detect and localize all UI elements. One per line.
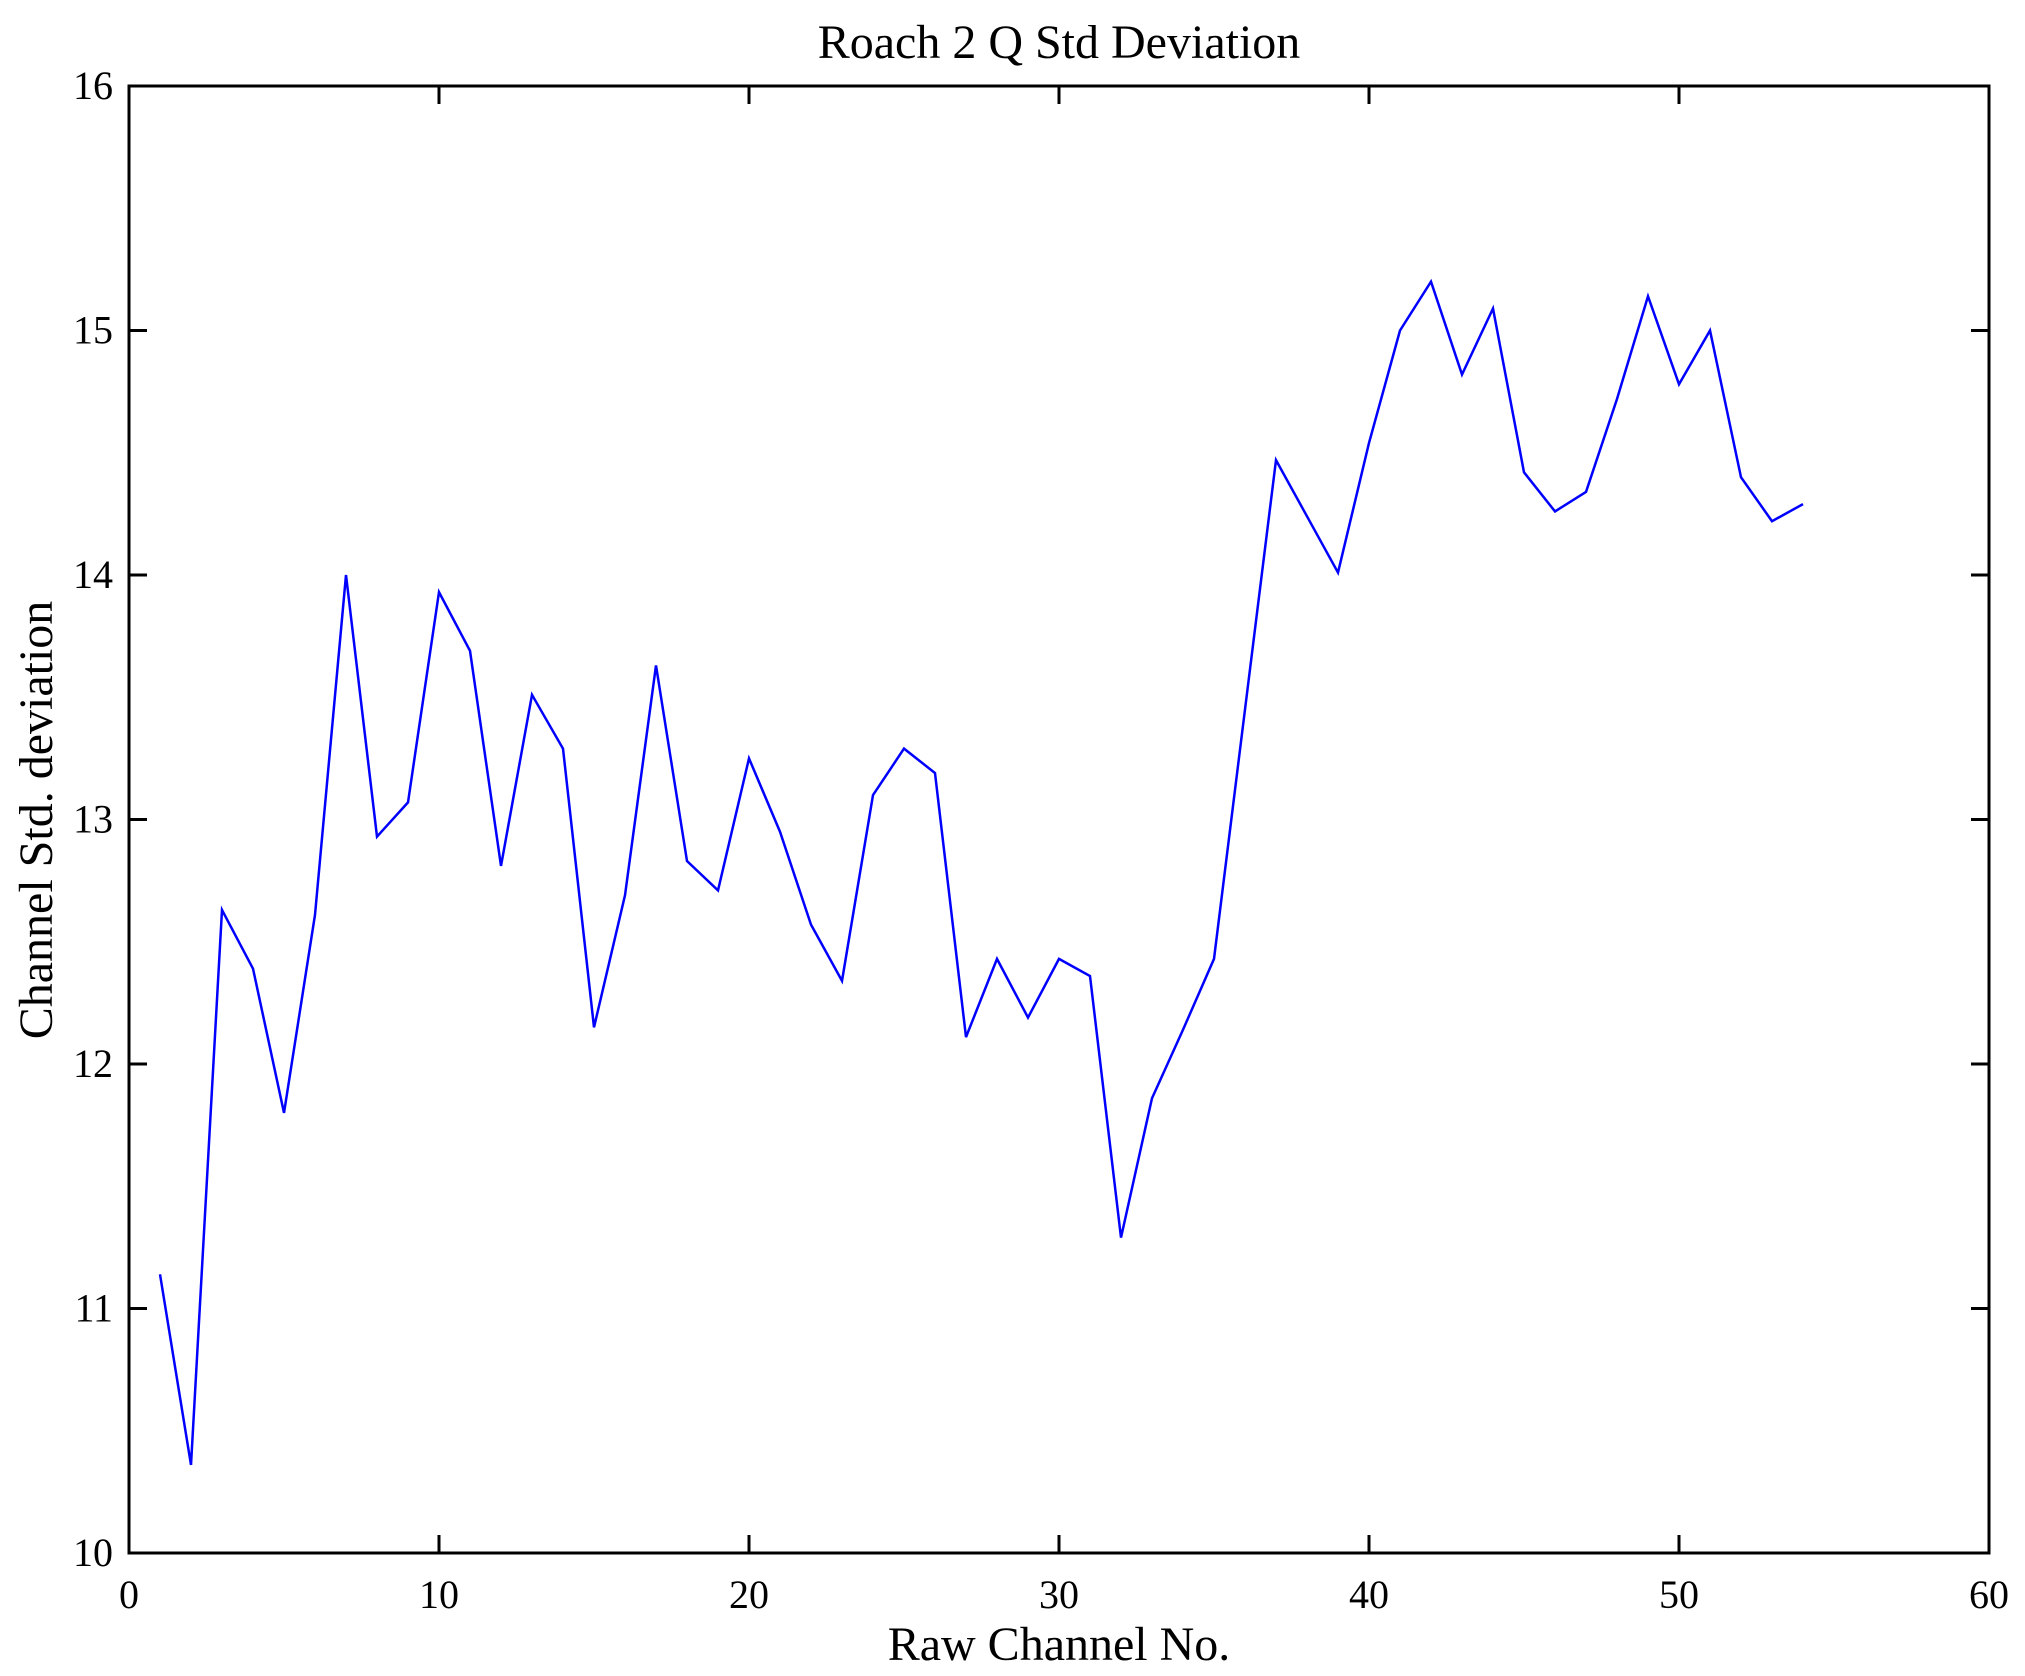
y-tick-label: 13 xyxy=(73,797,113,842)
x-tick-label: 10 xyxy=(419,1572,459,1617)
chart-title: Roach 2 Q Std Deviation xyxy=(818,16,1301,69)
y-tick-label: 14 xyxy=(73,552,113,597)
x-tick-label: 40 xyxy=(1349,1572,1389,1617)
y-tick-label: 12 xyxy=(73,1041,113,1086)
y-tick-label: 16 xyxy=(73,63,113,108)
plot-box xyxy=(127,84,1991,1555)
x-tick-label: 20 xyxy=(729,1572,769,1617)
y-axis-label: Channel Std. deviation xyxy=(10,601,63,1040)
y-tick-label: 15 xyxy=(73,308,113,353)
data-line xyxy=(158,278,1804,1466)
x-tick-label: 60 xyxy=(1969,1572,2009,1617)
y-tick-label: 11 xyxy=(74,1286,113,1331)
x-tick-label: 0 xyxy=(119,1572,139,1617)
y-tick-label: 10 xyxy=(73,1530,113,1575)
x-tick-label: 30 xyxy=(1039,1572,1079,1617)
x-axis-label: Raw Channel No. xyxy=(888,1618,1231,1671)
x-tick-label: 50 xyxy=(1659,1572,1699,1617)
